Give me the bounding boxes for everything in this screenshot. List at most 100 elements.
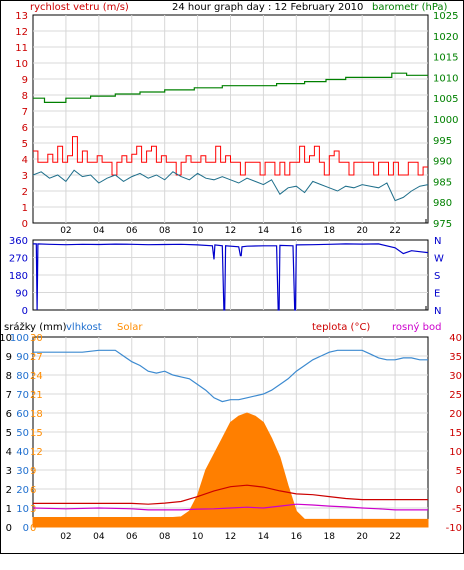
p3-temp-tick-label: 30 [449, 371, 462, 382]
p3-temp-tick-label: 0 [456, 485, 462, 496]
p3-x-tick-label: 16 [291, 532, 303, 542]
p3-precip-tick-label: 3 [6, 466, 12, 477]
p3-humidity-tick-label: 50 [16, 428, 29, 439]
p3-x-tick-label: 08 [159, 532, 171, 542]
p3-temp-tick-label: 5 [456, 466, 462, 477]
p1-left-tick-label: 1 [22, 203, 28, 214]
p3-x-tick-label: 06 [126, 532, 138, 542]
p1-left-tick-label: 2 [22, 187, 28, 198]
p3-humidity-tick-label: 0 [23, 523, 29, 534]
p3-solar-tick-label: 30 [30, 333, 43, 344]
p1-left-tick-label: 5 [22, 139, 28, 150]
p3-plot: 0 0 0 -101 10 3 -52 20 6 03 30 9 54 40 12 105 50 15 156 60 1… [0, 333, 462, 542]
p1-title: 24 hour graph day : 12 February 2010 [172, 2, 363, 13]
p3-precip-tick-label: 4 [6, 447, 12, 458]
p1-x-tick-label: 18 [324, 226, 336, 236]
p3-temp-series [33, 484, 428, 505]
p3-solar-tick-label: 15 [30, 428, 43, 439]
p2-compass-label: N [434, 236, 441, 247]
p2-compass-label: S [434, 271, 440, 282]
p3-solar-tick-label: 3 [30, 504, 36, 515]
p1-left-tick-label: 6 [22, 123, 28, 134]
p3-solar-tick-label: 0 [30, 523, 36, 534]
p1-left-tick-label: 0 [22, 219, 28, 230]
p1-left-tick-label: 9 [22, 75, 28, 86]
p3-precip-tick-label: 2 [6, 485, 12, 496]
p1-right-axis-label: barometr (hPa) [372, 2, 448, 13]
p1-x-tick-label: 08 [159, 226, 171, 236]
p3-humidity-tick-label: 100 [10, 333, 29, 344]
p3-precip-axis-label: srážky (mm) [4, 321, 67, 333]
p3-x-tick-label: 10 [192, 532, 204, 542]
p3-humidity-tick-label: 10 [16, 504, 29, 515]
p2-left-tick-label: 180 [9, 271, 28, 282]
p3-humidity-tick-label: 90 [16, 352, 29, 363]
p3-x-tick-label: 02 [60, 532, 71, 542]
p3-temp-tick-label: 40 [449, 333, 462, 344]
p3-temp-tick-label: -5 [452, 504, 462, 515]
p1-right-tick-label: 975 [433, 219, 452, 230]
p1-right-tick-label: 1015 [433, 53, 458, 64]
p3-x-tick-label: 04 [93, 532, 105, 542]
p3-temp-tick-label: 35 [449, 352, 462, 363]
p1-right-tick-label: 985 [433, 177, 452, 188]
p3-x-tick-label: 14 [258, 532, 270, 542]
p3-precip-tick-label: 8 [6, 371, 12, 382]
p1-right-tick-label: 980 [433, 198, 452, 209]
p1-gust-series [33, 136, 428, 176]
p1-right-tick-label: 1025 [433, 11, 458, 22]
p3-precip-tick-label: 7 [6, 390, 12, 401]
p3-solar-tick-label: 18 [30, 409, 43, 420]
p1-x-tick-label: 04 [93, 226, 105, 236]
p3-x-tick-label: 20 [356, 532, 368, 542]
p1-plot: 0123456789101112139759809859909951000100… [15, 11, 458, 236]
p1-right-tick-label: 1020 [433, 32, 458, 43]
p3-temp-tick-label: 10 [449, 447, 462, 458]
p3-humidity-tick-label: 30 [16, 466, 29, 477]
p1-right-tick-label: 990 [433, 157, 452, 168]
p1-x-tick-label: 16 [291, 226, 303, 236]
p1-left-tick-label: 13 [15, 11, 28, 22]
p3-solar-tick-label: 27 [30, 352, 43, 363]
p3-precip-tick-label: 10 [0, 333, 12, 344]
p1-x-tick-label: 10 [192, 226, 204, 236]
p2-plot: 0 N 90 E 180 S 270 W 360 N [9, 236, 444, 317]
p1-left-tick-label: 12 [15, 27, 28, 38]
p1-x-tick-label: 12 [225, 226, 236, 236]
p3-dew-series [32, 503, 428, 511]
p3-x-tick-label: 22 [389, 532, 400, 542]
p3-humidity-tick-label: 60 [16, 409, 29, 420]
p3-x-tick-label: 12 [225, 532, 236, 542]
p3-temp-tick-label: 20 [449, 409, 462, 420]
p3-solar-area [32, 412, 429, 528]
p2-compass-label: E [434, 289, 440, 300]
p3-temp-tick-label: 25 [449, 390, 462, 401]
p1-pressure-series [33, 72, 428, 104]
p1-left-tick-label: 3 [22, 171, 28, 182]
p1-right-tick-label: 1005 [433, 94, 458, 105]
p3-x-tick-label: 18 [324, 532, 336, 542]
p2-left-tick-label: 90 [15, 289, 28, 300]
p3-solar-tick-label: 24 [30, 371, 43, 382]
p1-x-tick-label: 22 [389, 226, 400, 236]
p2-direction-series [33, 243, 429, 311]
p3-solar-tick-label: 6 [30, 485, 36, 496]
p1-left-tick-label: 8 [22, 91, 28, 102]
p3-precip-tick-label: 9 [6, 352, 12, 363]
p3-precip-tick-label: 0 [6, 523, 12, 534]
p1-left-tick-label: 11 [15, 43, 28, 54]
p3-humidity-tick-label: 70 [16, 390, 29, 401]
p2-left-tick-label: 0 [22, 306, 28, 317]
p3-solar-tick-label: 21 [30, 390, 43, 401]
p1-speed-series [32, 169, 429, 202]
p1-x-tick-label: 02 [60, 226, 71, 236]
p3-precip-tick-label: 1 [6, 504, 12, 515]
p2-compass-label: W [434, 254, 444, 265]
p1-left-tick-label: 4 [22, 155, 28, 166]
p3-solar-label: Solar [117, 322, 143, 333]
p3-humidity-tick-label: 80 [16, 371, 29, 382]
p3-solar-tick-label: 9 [30, 466, 36, 477]
p1-right-tick-label: 1010 [433, 73, 458, 84]
